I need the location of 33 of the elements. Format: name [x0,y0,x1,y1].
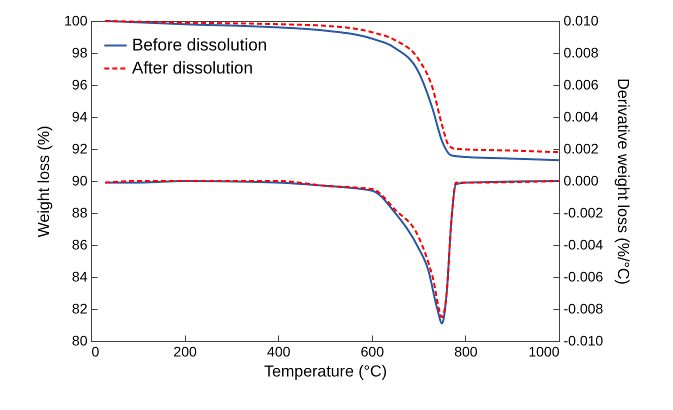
y-tick-label: 94 [72,108,88,124]
y2-tick-label: -0.010 [564,332,604,348]
y2-tick-label: -0.002 [564,204,604,220]
x-tick-label: 200 [173,344,197,360]
y2-tick-label: -0.006 [564,268,604,284]
y2-tick-label: -0.004 [564,236,604,252]
y-tick-label: 92 [72,140,88,156]
y-tick-label: 88 [72,204,88,220]
y-tick-label: 80 [72,332,88,348]
y-tick-label: 98 [72,44,88,60]
y2-tick-label: 0.010 [564,12,599,28]
y2-tick-label: -0.008 [564,300,604,316]
y-axis-title: Weight loss (%) [36,126,54,238]
y-tick-label: 86 [72,236,88,252]
y2-tick-label: 0.000 [564,172,599,188]
x-tick-label: 600 [360,344,384,360]
y2-tick-label: 0.008 [564,44,599,60]
y-tick-label: 96 [72,76,88,92]
y2-tick-label: 0.002 [564,140,599,156]
y2-tick-label: 0.004 [564,108,599,124]
legend-label: Before dissolution [132,36,268,54]
y-tick-label: 100 [64,12,88,28]
y-tick-label: 82 [72,300,88,316]
x-tick-label: 1000 [528,344,560,360]
x-tick-label: 400 [267,344,291,360]
y2-tick-label: 0.006 [564,76,599,92]
x-axis-title: Temperature (°C) [264,364,387,380]
y-tick-label: 84 [72,268,88,284]
y2-axis-title: Derivative weight loss (%/°C) [614,78,632,285]
x-tick-label: 0 [92,344,100,360]
x-tick-label: 800 [454,344,478,360]
y-tick-label: 90 [72,172,88,188]
legend-label: After dissolution [132,58,253,78]
